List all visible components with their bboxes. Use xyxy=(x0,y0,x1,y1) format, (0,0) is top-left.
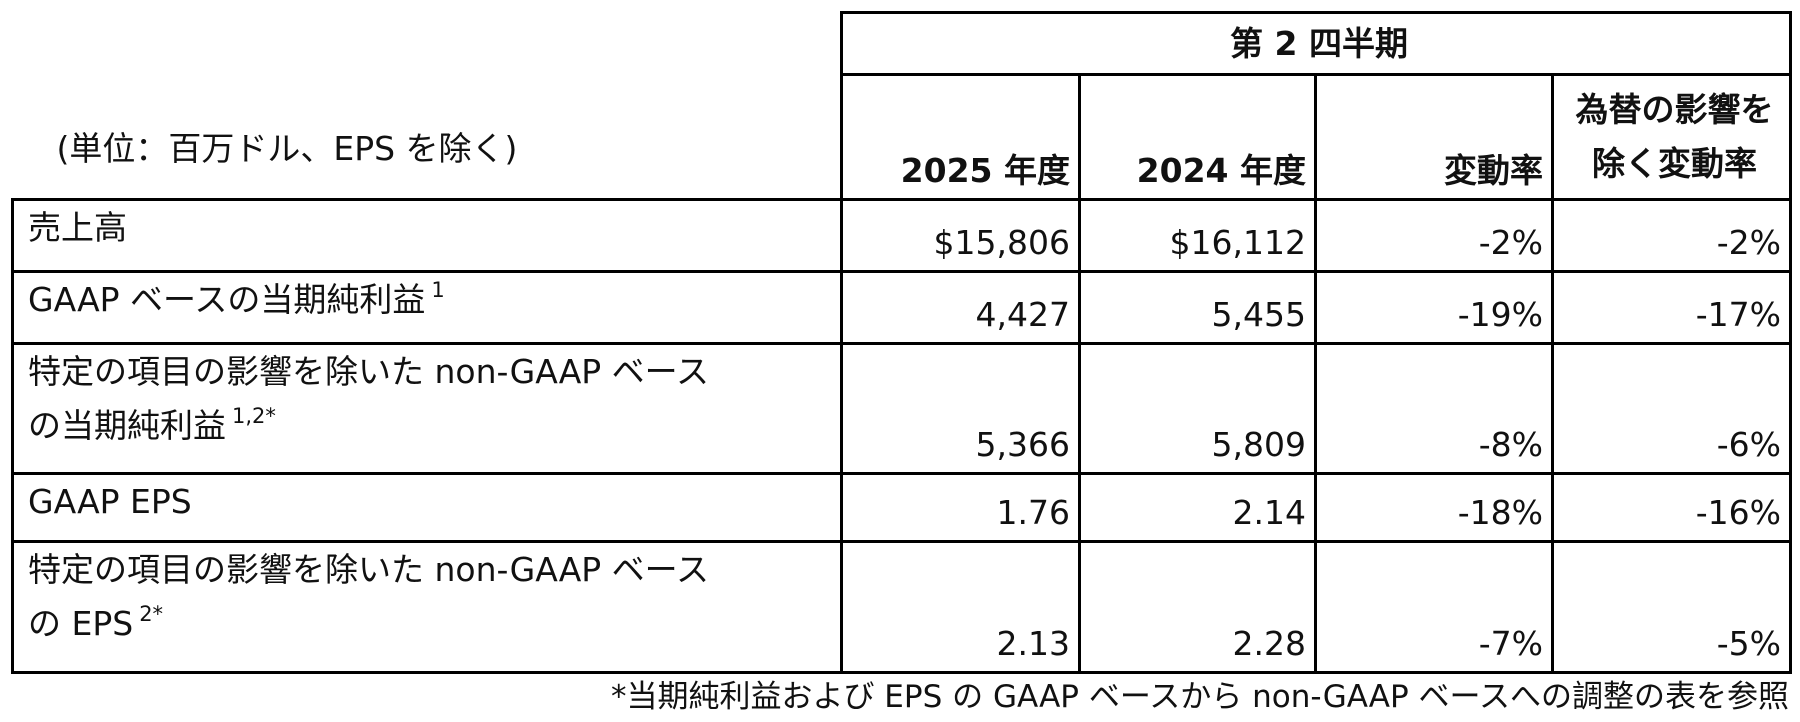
value-2025: 5,366 xyxy=(840,342,1081,475)
unit-label: (単位：百万ドル、EPS を除く) xyxy=(12,74,843,201)
value-change: -18% xyxy=(1314,472,1554,543)
row-label: GAAP EPS xyxy=(11,472,843,543)
header-row-period: 第 2 四半期 xyxy=(12,11,1793,76)
period-header: 第 2 四半期 xyxy=(839,11,1793,76)
column-header-2024: 2024 年度 xyxy=(1078,73,1317,201)
row-label-line-2: の EPS xyxy=(28,604,134,643)
value-change: -8% xyxy=(1314,342,1554,475)
footnote-marker: 2* xyxy=(139,602,164,626)
value-2024: $16,112 xyxy=(1078,198,1317,273)
fx-header-line-2: 除く変動率 xyxy=(1592,144,1757,183)
value-fx-change: -16% xyxy=(1550,472,1793,543)
value-2025: 4,427 xyxy=(840,270,1081,345)
column-header-change: 変動率 xyxy=(1314,73,1554,201)
table-row: 特定の項目の影響を除いた non-GAAP ベース の当期純利益 1,2* 5,3… xyxy=(11,342,1793,475)
row-label: GAAP ベースの当期純利益 1 xyxy=(11,270,843,345)
row-label: 売上高 xyxy=(11,198,843,273)
value-2024: 5,455 xyxy=(1078,270,1317,345)
row-label: 特定の項目の影響を除いた non-GAAP ベース の EPS 2* xyxy=(11,540,843,674)
value-2025: 1.76 xyxy=(840,472,1081,543)
value-change: -19% xyxy=(1314,270,1554,345)
row-label-line-2: の当期純利益 xyxy=(28,406,226,445)
column-header-fx-change: 為替の影響を 除く変動率 xyxy=(1550,73,1793,201)
header-blank-cell xyxy=(12,12,843,75)
table-row: GAAP EPS 1.76 2.14 -18% -16% xyxy=(11,472,1793,543)
value-2024: 2.28 xyxy=(1078,540,1317,674)
financial-summary-table: 第 2 四半期 (単位：百万ドル、EPS を除く) 2025 年度 2024 年… xyxy=(11,11,1793,674)
value-2024: 5,809 xyxy=(1078,342,1317,475)
value-fx-change: -6% xyxy=(1550,342,1793,475)
column-header-2025: 2025 年度 xyxy=(840,73,1081,201)
footnote-marker: 1,2* xyxy=(232,404,276,428)
table-footnote: *当期純利益および EPS の GAAP ベースから non-GAAP ベースへ… xyxy=(610,679,1789,715)
row-label-line-2-wrap: の EPS 2* xyxy=(28,597,832,651)
value-fx-change: -17% xyxy=(1550,270,1793,345)
table-row: 特定の項目の影響を除いた non-GAAP ベース の EPS 2* 2.13 2… xyxy=(11,540,1793,674)
value-fx-change: -2% xyxy=(1550,198,1793,273)
row-label-text: GAAP ベースの当期純利益 xyxy=(28,280,426,319)
value-fx-change: -5% xyxy=(1550,540,1793,674)
row-label: 特定の項目の影響を除いた non-GAAP ベース の当期純利益 1,2* xyxy=(11,342,843,475)
row-label-text: GAAP EPS xyxy=(28,482,192,521)
value-2025: $15,806 xyxy=(840,198,1081,273)
row-label-line-1: 特定の項目の影響を除いた non-GAAP ベース xyxy=(28,550,710,589)
fx-header-line-1: 為替の影響を xyxy=(1575,90,1774,129)
value-change: -2% xyxy=(1314,198,1554,273)
value-change: -7% xyxy=(1314,540,1554,674)
row-label-line-2-wrap: の当期純利益 1,2* xyxy=(28,399,832,453)
header-row-columns: (単位：百万ドル、EPS を除く) 2025 年度 2024 年度 変動率 為替… xyxy=(12,73,1793,201)
table-row: GAAP ベースの当期純利益 1 4,427 5,455 -19% -17% xyxy=(11,270,1793,345)
table-row: 売上高 $15,806 $16,112 -2% -2% xyxy=(11,198,1793,273)
row-label-text: 売上高 xyxy=(28,208,127,247)
row-label-line-1: 特定の項目の影響を除いた non-GAAP ベース xyxy=(28,352,710,391)
value-2024: 2.14 xyxy=(1078,472,1317,543)
footnote-marker: 1 xyxy=(431,278,445,302)
value-2025: 2.13 xyxy=(840,540,1081,674)
